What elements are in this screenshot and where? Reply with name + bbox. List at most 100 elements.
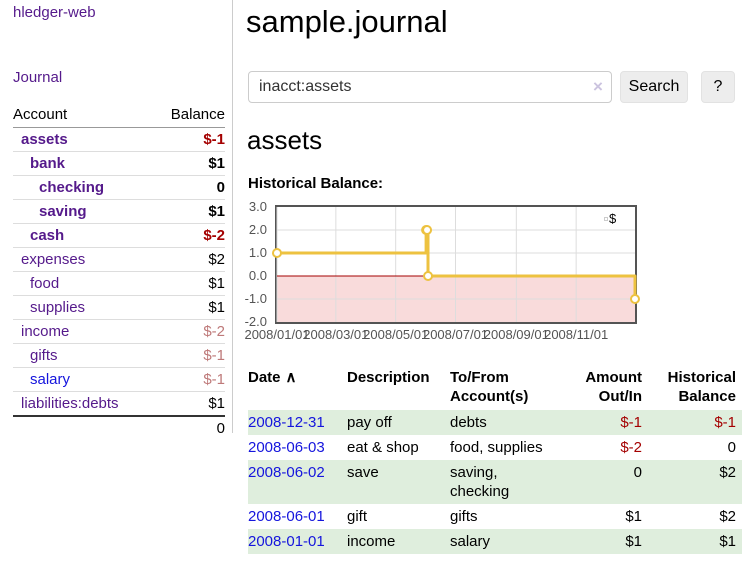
transaction-balance: 0 (727, 439, 736, 456)
account-balance: $1 (153, 295, 225, 320)
transaction-accounts: debts (450, 414, 487, 431)
x-axis-tick-label: 2008/09/01 (483, 327, 549, 342)
account-link-assets[interactable]: assets (21, 131, 68, 148)
accounts-table: Account Balance assets $-1 bank $1 check… (13, 102, 225, 440)
register-header-description: Description (347, 369, 430, 386)
account-balance: $-1 (153, 343, 225, 368)
account-row: saving $1 (13, 199, 225, 224)
transaction-date-link[interactable]: 2008-06-03 (248, 439, 325, 456)
transaction-accounts: food, supplies (450, 439, 543, 456)
legend-label: $ (609, 211, 617, 226)
account-row: income $-2 (13, 319, 225, 344)
balance-chart (272, 205, 640, 324)
account-balance: $-1 (153, 127, 225, 152)
account-row: gifts $-1 (13, 343, 225, 368)
register-header-amount: Amount Out/In (585, 369, 642, 405)
transaction-description: gift (347, 508, 368, 525)
transaction-amount: $1 (625, 508, 642, 525)
x-axis-tick-label: 2008/05/01 (363, 327, 429, 342)
account-row: salary $-1 (13, 367, 225, 392)
accounts-header-row: Account Balance (13, 102, 225, 128)
sidebar-item-journal[interactable]: Journal (13, 69, 63, 86)
transaction-date-link[interactable]: 2008-01-01 (248, 533, 325, 550)
transaction-description: income (347, 533, 396, 550)
account-link-food[interactable]: food (30, 275, 60, 292)
account-balance: $1 (153, 199, 225, 224)
account-link-salary[interactable]: salary (30, 371, 71, 388)
transaction-balance: $-1 (714, 414, 736, 431)
y-axis-tick-label: -1.0 (244, 291, 267, 306)
account-link-bank[interactable]: bank (30, 155, 66, 172)
account-row: expenses $2 (13, 247, 225, 272)
accounts-header-balance: Balance (153, 102, 225, 128)
account-balance: $2 (153, 247, 225, 272)
y-axis-tick-label: 3.0 (248, 199, 267, 214)
account-row: checking 0 (13, 175, 225, 200)
register-header-row: Date ∧ Description To/From Account(s) Amo… (248, 364, 742, 410)
transaction-description: save (347, 464, 379, 481)
account-link-saving[interactable]: saving (39, 203, 87, 220)
account-balance: $1 (153, 151, 225, 176)
account-heading: assets (247, 125, 323, 155)
account-balance: $-2 (153, 319, 225, 344)
account-balance: $1 (153, 391, 225, 417)
chart-title: Historical Balance: (248, 175, 384, 192)
x-axis-tick-label: 2008/11/01 (544, 327, 609, 342)
account-link-expenses[interactable]: expenses (21, 251, 86, 268)
accounts-total-balance: 0 (153, 415, 225, 440)
chart-y-axis: 3.0 2.0 1.0 0.0 -1.0 -2.0 (239, 199, 271, 329)
accounts-header-account: Account (13, 102, 154, 128)
transaction-amount: $-2 (620, 439, 642, 456)
register-row[interactable]: 2008-06-03 eat & shop food, supplies $-2… (248, 435, 742, 460)
register-row[interactable]: 2008-06-01 gift gifts $1 $2 (248, 504, 742, 529)
account-balance: $-1 (153, 367, 225, 392)
y-axis-tick-label: 1.0 (248, 245, 267, 260)
x-axis-tick-label: 2008/01/01 (244, 327, 310, 342)
page-title: sample.journal (246, 4, 448, 39)
x-axis-tick-label: 2008/07/01 (422, 327, 489, 342)
transaction-date-link[interactable]: 2008-12-31 (248, 414, 325, 431)
transaction-balance: $1 (719, 533, 736, 550)
register-row[interactable]: 2008-01-01 income salary $1 $1 (248, 529, 742, 554)
register-row[interactable]: 2008-06-02 save saving, checking 0 $2 (248, 460, 742, 504)
account-row: food $1 (13, 271, 225, 296)
transaction-amount: $-1 (620, 414, 642, 431)
account-link-supplies[interactable]: supplies (30, 299, 86, 316)
balance-chart-canvas (272, 207, 640, 322)
y-axis-tick-label: 0.0 (248, 268, 267, 283)
accounts-total-row: 0 (13, 415, 225, 440)
clear-search-icon[interactable]: × (593, 77, 603, 96)
app-title-link[interactable]: hledger-web (13, 4, 96, 21)
account-row: supplies $1 (13, 295, 225, 320)
register-header-balance: Historical Balance (667, 369, 736, 405)
register-header-date[interactable]: Date ∧ (248, 369, 297, 386)
register-row[interactable]: 2008-12-31 pay off debts $-1 $-1 (248, 410, 742, 435)
transaction-balance: $2 (719, 464, 736, 481)
help-button[interactable]: ? (701, 71, 735, 103)
transaction-description: eat & shop (347, 439, 419, 456)
account-link-income[interactable]: income (21, 323, 70, 340)
transaction-amount: 0 (633, 464, 642, 481)
account-balance: $1 (153, 271, 225, 296)
account-link-gifts[interactable]: gifts (30, 347, 58, 364)
register-header-account: To/From Account(s) (450, 369, 529, 405)
sidebar: hledger-web Journal Account Balance asse… (0, 0, 233, 440)
search-button[interactable]: Search (620, 71, 688, 103)
transaction-amount: $1 (625, 533, 642, 550)
transaction-accounts: saving, checking (450, 464, 510, 500)
account-row: cash $-2 (13, 223, 225, 248)
account-row: assets $-1 (13, 127, 225, 152)
transaction-balance: $2 (719, 508, 736, 525)
account-link-cash[interactable]: cash (30, 227, 65, 244)
transaction-accounts: salary (450, 533, 491, 550)
account-link-liabilities-debts[interactable]: liabilities:debts (21, 395, 119, 412)
sort-ascending-icon: ∧ (285, 369, 297, 386)
transaction-date-link[interactable]: 2008-06-02 (248, 464, 325, 481)
legend-swatch-icon (604, 216, 608, 221)
transaction-date-link[interactable]: 2008-06-01 (248, 508, 325, 525)
transaction-description: pay off (347, 414, 392, 431)
chart-legend: $ (604, 211, 617, 226)
account-balance: $-2 (153, 223, 225, 248)
search-input[interactable] (248, 71, 612, 103)
account-link-checking[interactable]: checking (39, 179, 105, 196)
